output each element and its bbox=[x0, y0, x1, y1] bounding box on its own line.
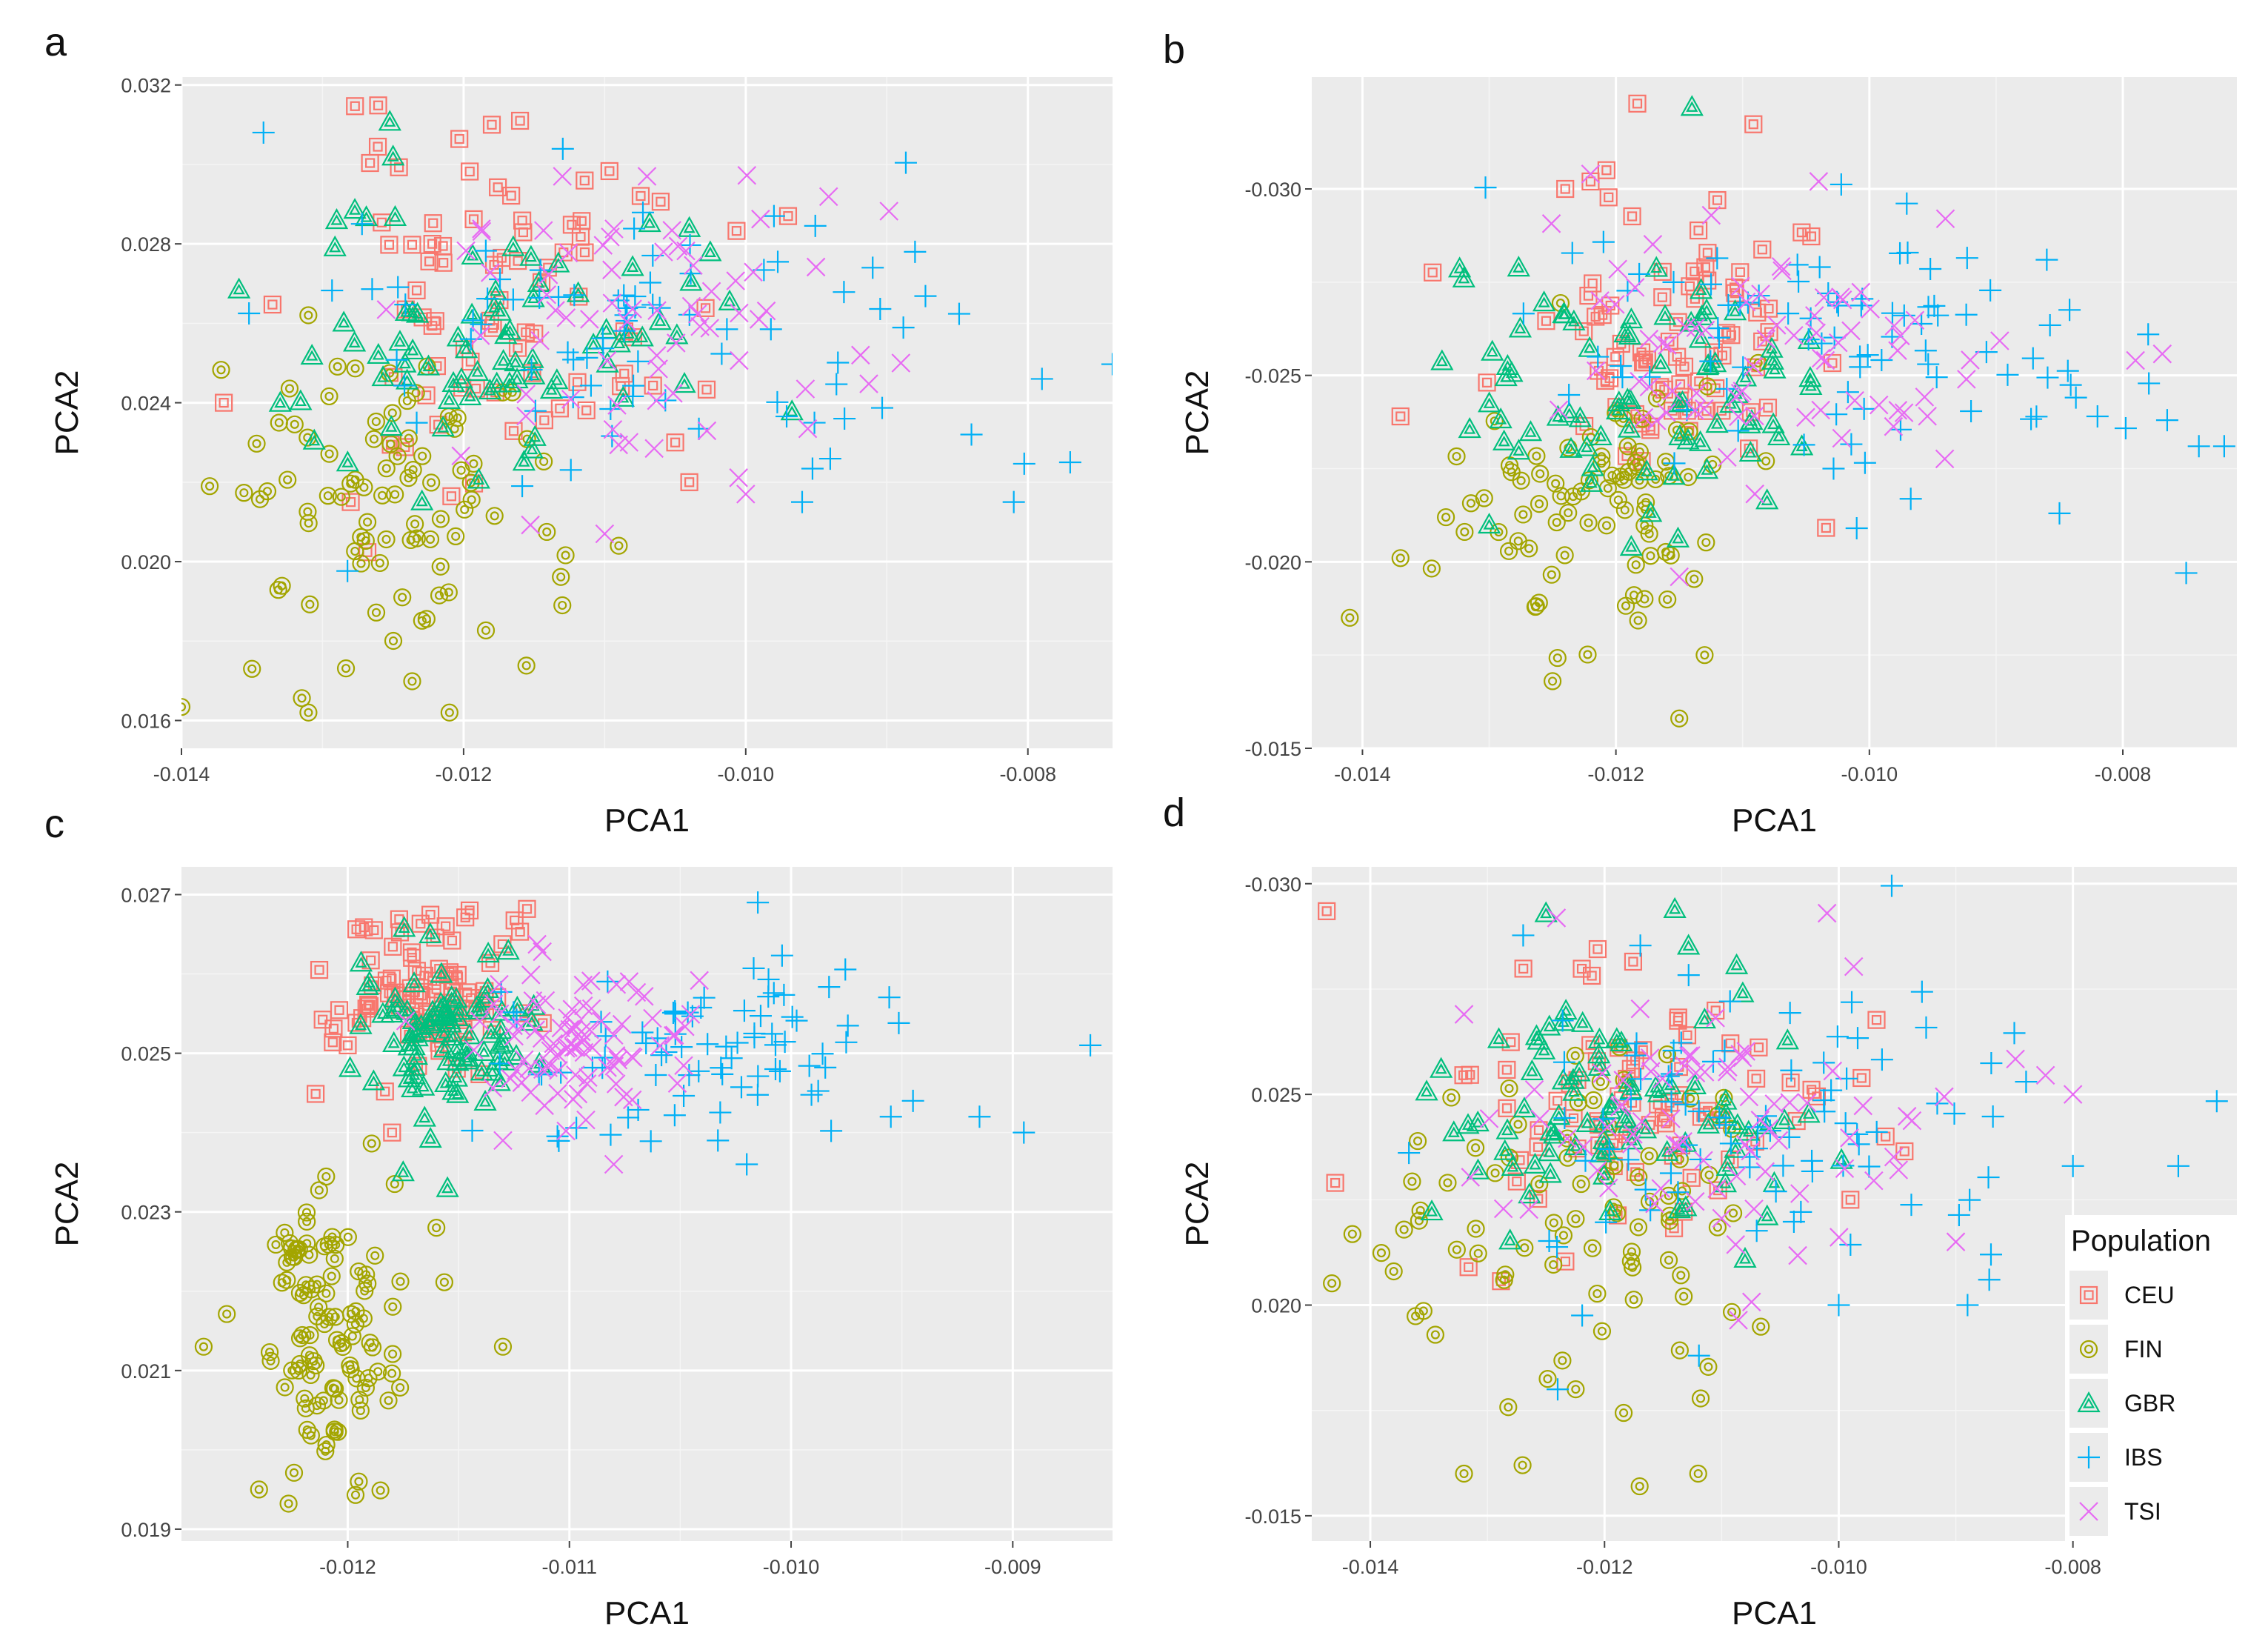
x-tick-label: -0.010 bbox=[1841, 763, 1898, 785]
legend-label: CEU bbox=[2124, 1282, 2175, 1308]
y-tick-label: -0.015 bbox=[1244, 1505, 1301, 1528]
plot-background bbox=[181, 77, 1113, 748]
legend: Population CEU FIN GBR IBS TSI bbox=[2065, 1215, 2237, 1541]
y-tick-label: 0.016 bbox=[121, 710, 171, 732]
panel-letter: a bbox=[44, 20, 67, 64]
x-tick-label: -0.012 bbox=[436, 763, 493, 785]
y-tick-label: -0.030 bbox=[1244, 179, 1301, 201]
x-tick-label: -0.010 bbox=[763, 1556, 820, 1578]
y-axis-title: PCA2 bbox=[1179, 1162, 1215, 1247]
panel-letter: c bbox=[44, 802, 64, 846]
y-tick-label: -0.025 bbox=[1244, 365, 1301, 387]
y-tick-label: 0.024 bbox=[121, 393, 171, 415]
legend-label: TSI bbox=[2124, 1498, 2161, 1525]
y-tick-label: 0.021 bbox=[121, 1360, 171, 1383]
y-tick-label: 0.028 bbox=[121, 233, 171, 256]
plot-background bbox=[181, 867, 1113, 1541]
y-tick-label: 0.023 bbox=[121, 1202, 171, 1224]
x-axis-title: PCA1 bbox=[604, 802, 690, 839]
x-axis-title: PCA1 bbox=[604, 1595, 690, 1631]
x-tick-label: -0.010 bbox=[1810, 1556, 1867, 1578]
x-axis-title: PCA1 bbox=[1732, 1595, 1817, 1631]
legend-label: FIN bbox=[2124, 1336, 2163, 1362]
y-tick-label: 0.019 bbox=[121, 1519, 171, 1541]
y-tick-label: -0.030 bbox=[1244, 874, 1301, 896]
legend-key-bg bbox=[2069, 1379, 2108, 1428]
x-tick-label: -0.012 bbox=[319, 1556, 376, 1578]
x-tick-label: -0.008 bbox=[999, 763, 1056, 785]
legend-title: Population bbox=[2071, 1225, 2211, 1257]
x-tick-label: -0.014 bbox=[1334, 763, 1391, 785]
y-tick-label: 0.027 bbox=[121, 884, 171, 906]
legend-key-bg bbox=[2069, 1325, 2108, 1374]
y-tick-label: -0.020 bbox=[1244, 551, 1301, 573]
y-tick-label: 0.025 bbox=[1251, 1084, 1301, 1106]
x-axis-title: PCA1 bbox=[1732, 802, 1817, 839]
y-axis-title: PCA2 bbox=[49, 1162, 85, 1247]
y-tick-label: 0.020 bbox=[1251, 1295, 1301, 1317]
y-tick-label: 0.020 bbox=[121, 551, 171, 573]
legend-key-bg bbox=[2069, 1271, 2108, 1320]
panel-letter: d bbox=[1163, 791, 1185, 835]
panel-c: c -0.012 -0.011 -0.010 -0.009 0.019 0.021 0.023… bbox=[44, 802, 1113, 1631]
x-tick-label: -0.014 bbox=[153, 763, 210, 785]
x-tick-label: -0.012 bbox=[1576, 1556, 1633, 1578]
y-tick-label: 0.025 bbox=[121, 1043, 171, 1065]
x-tick-label: -0.008 bbox=[2044, 1556, 2101, 1578]
x-tick-label: -0.011 bbox=[541, 1556, 597, 1578]
panel-b: b -0.014 -0.012 -0.010 -0.008 -0.030 -0.025 -0.… bbox=[1163, 27, 2237, 839]
y-tick-label: 0.032 bbox=[121, 75, 171, 97]
legend-label: IBS bbox=[2124, 1444, 2163, 1471]
x-tick-label: -0.009 bbox=[984, 1556, 1041, 1578]
panel-letter: b bbox=[1163, 27, 1185, 72]
legend-label: GBR bbox=[2124, 1390, 2175, 1417]
x-tick-label: -0.014 bbox=[1342, 1556, 1399, 1578]
panel-a: a -0.014 -0.012 -0.010 -0.008 0.016 0.020 0.024… bbox=[44, 20, 1124, 839]
x-tick-label: -0.010 bbox=[718, 763, 775, 785]
y-axis-title: PCA2 bbox=[1179, 370, 1215, 456]
x-tick-label: -0.008 bbox=[2095, 763, 2152, 785]
y-tick-label: -0.015 bbox=[1244, 738, 1301, 760]
x-tick-label: -0.012 bbox=[1587, 763, 1644, 785]
y-axis-title: PCA2 bbox=[49, 370, 85, 456]
